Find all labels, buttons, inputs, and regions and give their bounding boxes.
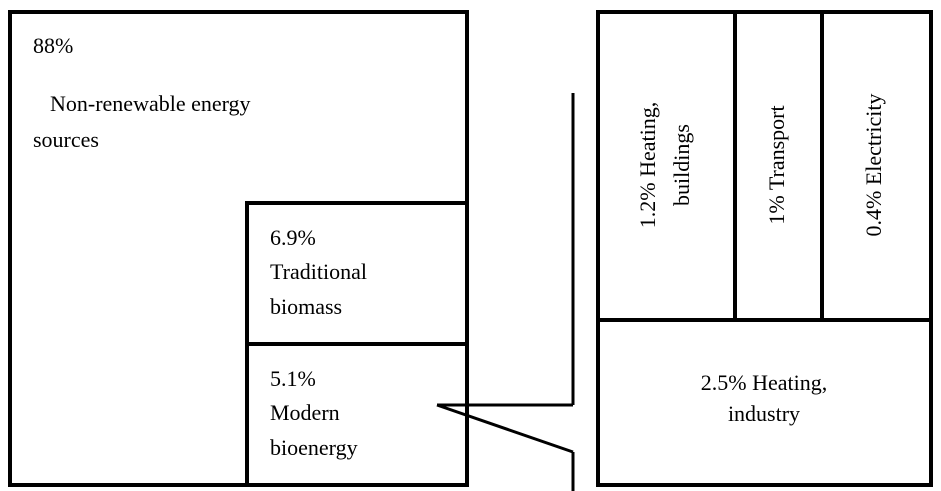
box-label: Modern: [270, 400, 340, 425]
box-label: Traditional: [270, 259, 367, 284]
box-label: 0.4% Electricity: [861, 94, 886, 237]
share-label: 88%: [33, 33, 73, 58]
box-label: buildings: [669, 124, 694, 206]
box-label: 1.2% Heating,: [635, 102, 660, 228]
box-label: industry: [728, 401, 800, 426]
box-label: Non-renewable energy: [50, 91, 251, 116]
box-label: sources: [33, 127, 99, 152]
box-label: 6.9%: [270, 225, 316, 250]
box-label: 5.1%: [270, 366, 316, 391]
box-label: 2.5% Heating,: [701, 370, 827, 395]
connector: [436, 403, 574, 454]
box-label: 1% Transport: [764, 105, 789, 224]
box-label: biomass: [270, 294, 342, 319]
modern-breakdown-box: [596, 10, 933, 487]
box-label: bioenergy: [270, 435, 358, 460]
non-renewable-box: [8, 10, 469, 487]
